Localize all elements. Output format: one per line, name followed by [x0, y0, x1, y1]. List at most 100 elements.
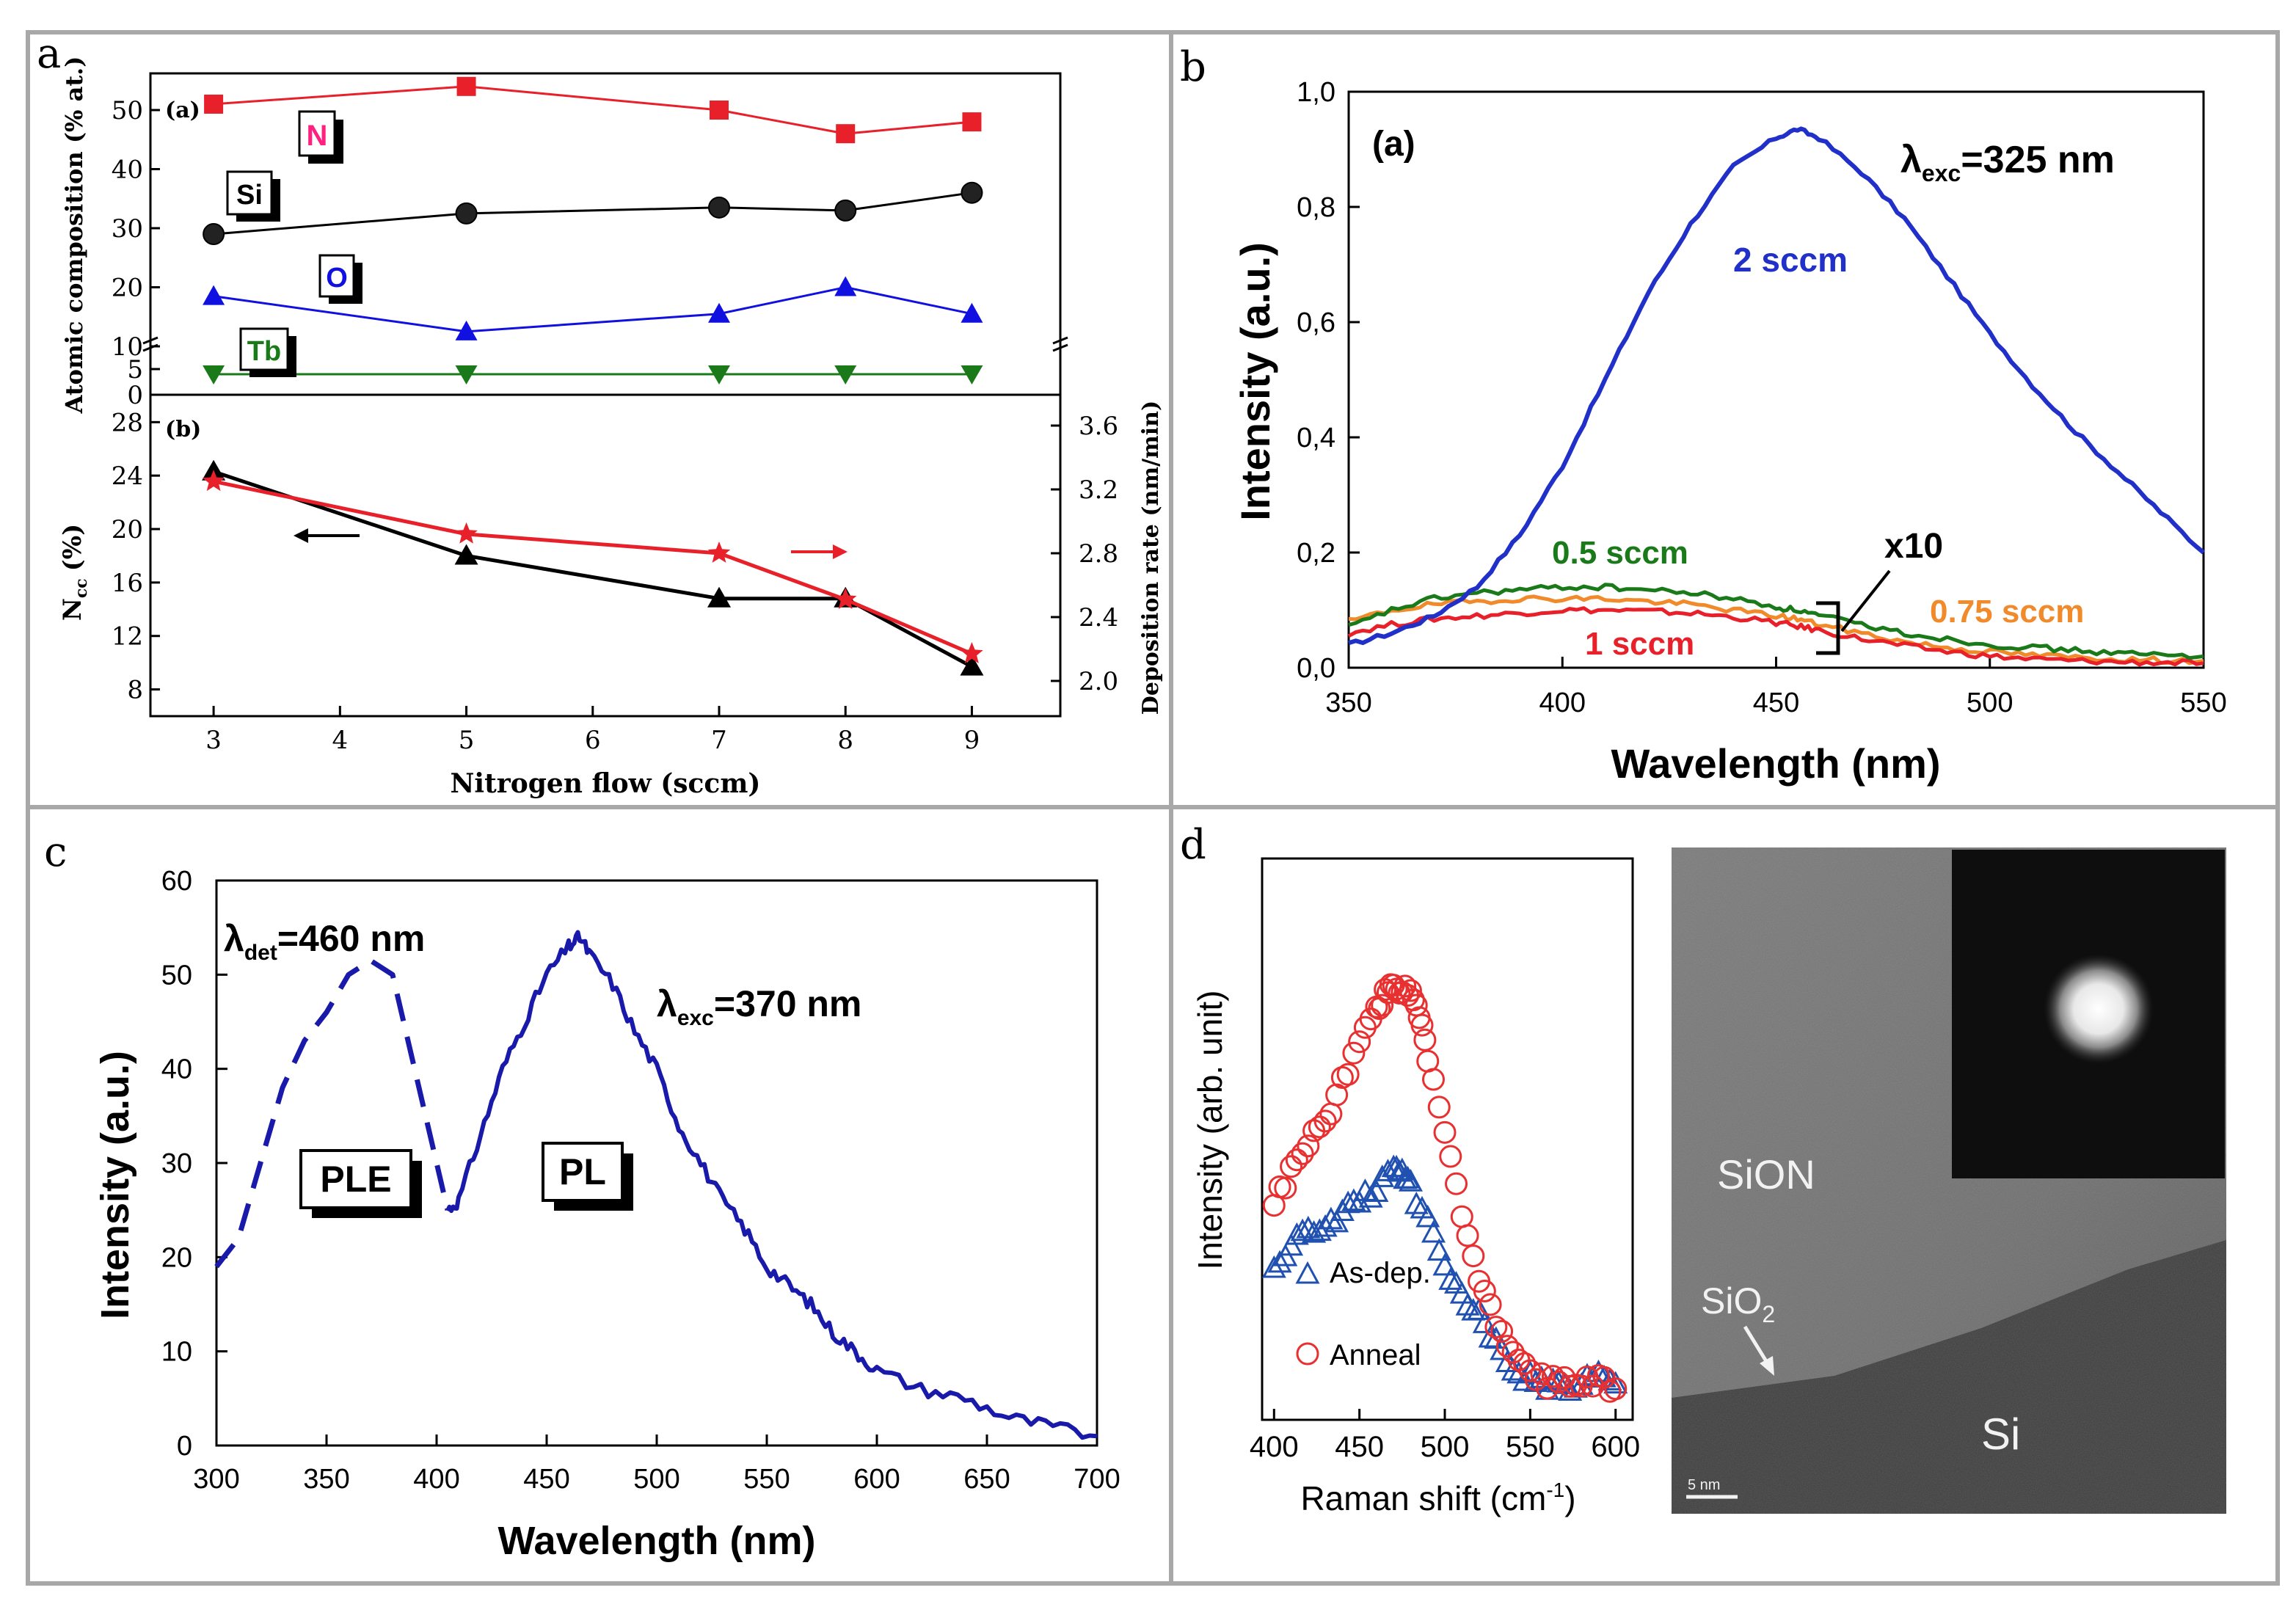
c-xlabel: Wavelength (nm)	[498, 1519, 815, 1563]
label-box-Si: Si	[226, 170, 280, 222]
label-box-Tb-text: Tb	[247, 336, 281, 367]
b-yticks: 0,0 0,2 0,4 0,6 0,8 1,0	[1297, 77, 1360, 684]
c-ytick-label: 10	[161, 1337, 192, 1368]
a-top-ytick-label: 40	[112, 156, 143, 185]
d-legend-asdep-marker	[1295, 1261, 1320, 1284]
d-point-asdep	[1455, 1293, 1480, 1316]
b-xtick-label: 550	[2180, 688, 2226, 718]
d-point-asdep	[1302, 1220, 1327, 1243]
a-top-ytick-label: 0	[127, 381, 143, 410]
a-bottom-ylabel-left: Ncc (%)	[58, 524, 91, 621]
b-label-2sccm: 2 sccm	[1733, 241, 1848, 279]
d-point-anneal	[1280, 1155, 1303, 1178]
d-point-anneal	[1473, 1279, 1496, 1302]
d-raman-xlabel-main: Raman shift (cm	[1300, 1479, 1546, 1517]
d-point-asdep	[1603, 1371, 1628, 1394]
a-top-ylabel: Atomic composition (% at.)	[60, 56, 88, 415]
a-top-ytick-label: 30	[112, 214, 143, 244]
a-bottom-ylabel-left-text: Ncc (%)	[58, 524, 91, 621]
c-ytick-label: 60	[161, 866, 192, 897]
d-point-anneal	[1456, 1224, 1479, 1247]
b-xlabel: Wavelength (nm)	[1611, 740, 1940, 787]
a-bottom-ytick-right-label: 2.8	[1079, 539, 1118, 569]
d-point-anneal	[1541, 1365, 1564, 1388]
d-point-anneal	[1536, 1377, 1559, 1400]
label-box-O-box	[318, 254, 355, 298]
b-xtick-label: 500	[1967, 688, 2013, 718]
d-point-asdep	[1426, 1238, 1451, 1261]
label-box-O: O	[318, 254, 362, 304]
a-top-point-N	[836, 124, 856, 144]
a-bottom-plot-frame	[149, 393, 1062, 718]
arrow-right-axis-head	[833, 544, 848, 559]
tem-sio2-arrow-line	[1743, 1325, 1771, 1366]
label-box-N-text: N	[307, 120, 328, 152]
c-xticks: 300 350 400 450 500 550 600 650 700	[193, 1434, 1120, 1495]
b-annotation-lambda: λ	[1900, 139, 1922, 181]
panel-label-c: c	[44, 828, 67, 876]
a-top-point-Si	[455, 202, 478, 225]
d-point-anneal	[1604, 1377, 1628, 1401]
c-xtick-label: 400	[413, 1464, 459, 1495]
d-point-asdep	[1421, 1220, 1446, 1243]
d-raman-xlabel-sup: -1	[1546, 1479, 1564, 1501]
c-ple-value: =460 nm	[277, 918, 426, 959]
d-raman-xlabel: Raman shift (cm-1)	[1300, 1479, 1575, 1517]
c-box-ple-text: PLE	[320, 1159, 391, 1200]
d-point-anneal	[1319, 1102, 1343, 1126]
panel-label-d: d	[1180, 821, 1206, 869]
b-ylabel: Intensity (a.u.)	[1232, 242, 1278, 521]
label-box-Si-text: Si	[236, 180, 263, 211]
a-bottom-xtick-label: 7	[711, 726, 727, 755]
c-pl-sub: exc	[677, 1006, 714, 1030]
a-bottom-point-rate	[202, 470, 225, 492]
a-bottom-ylabel-left-sub: cc	[72, 578, 91, 598]
tem-image: SiON SiO2 Si 5 nm	[1672, 847, 2226, 1514]
d-point-asdep	[1358, 1185, 1383, 1208]
tem-diffraction-spot	[2044, 954, 2154, 1064]
a-bottom-panel-tag: (b)	[165, 417, 201, 442]
tem-scale-bar-label: 5 nm	[1688, 1477, 1720, 1493]
d-point-anneal	[1479, 1293, 1502, 1316]
d-point-anneal	[1413, 1028, 1437, 1051]
a-bottom-ytick-left-label: 24	[112, 462, 143, 491]
a-bottom-ytick-left-label: 16	[112, 569, 143, 598]
d-legend-anneal: Anneal	[1296, 1339, 1421, 1371]
c-box-pl-text: PL	[559, 1151, 606, 1192]
c-series-line-pl	[445, 930, 1098, 1440]
d-point-anneal	[1336, 1062, 1360, 1086]
c-yticks: 0 10 20 30 40 50 60	[161, 866, 227, 1462]
a-bottom-ytick-left-label: 8	[127, 676, 143, 705]
a-top-point-O	[203, 285, 225, 305]
a-top-point-O	[455, 320, 478, 340]
a-bottom-ytick-right-label: 3.6	[1079, 412, 1118, 441]
a-bottom-ylabel-left-unit: (%)	[58, 524, 87, 571]
c-series	[214, 930, 1098, 1440]
a-bottom-series-line-0	[213, 470, 973, 668]
d-point-anneal	[1445, 1172, 1468, 1195]
c-xtick-label: 650	[963, 1464, 1010, 1495]
b-annotation-value: =325 nm	[1961, 139, 2115, 181]
tem-label-sio2-main: SiO	[1701, 1280, 1762, 1321]
a-top-ytick-label: 10	[112, 332, 143, 362]
d-legend-asdep: As-dep.	[1295, 1257, 1431, 1289]
b-x10-bracket	[1816, 601, 1840, 655]
chart-a-top: (a) Atomic composition (% at.) 10 20 30 40 5…	[60, 56, 1068, 415]
d-point-anneal	[1410, 1013, 1434, 1037]
c-xtick-label: 550	[743, 1464, 790, 1495]
d-point-anneal	[1285, 1148, 1308, 1172]
a-bottom-xtick-label: 9	[964, 726, 980, 755]
panel-label-a: a	[37, 30, 61, 78]
d-point-anneal	[1484, 1316, 1508, 1339]
d-point-anneal	[1439, 1145, 1462, 1168]
a-top-ytick-label: 20	[112, 274, 143, 303]
d-point-asdep	[1313, 1214, 1338, 1237]
c-pl-annotation: λexc=370 nm	[657, 983, 861, 1030]
tem-label-sio2-sub: 2	[1762, 1301, 1775, 1327]
d-point-anneal	[1581, 1374, 1605, 1398]
d-point-anneal	[1291, 1142, 1314, 1165]
a-top-point-O	[708, 302, 730, 323]
arrow-right-axis	[791, 544, 848, 559]
d-point-asdep	[1398, 1169, 1423, 1192]
